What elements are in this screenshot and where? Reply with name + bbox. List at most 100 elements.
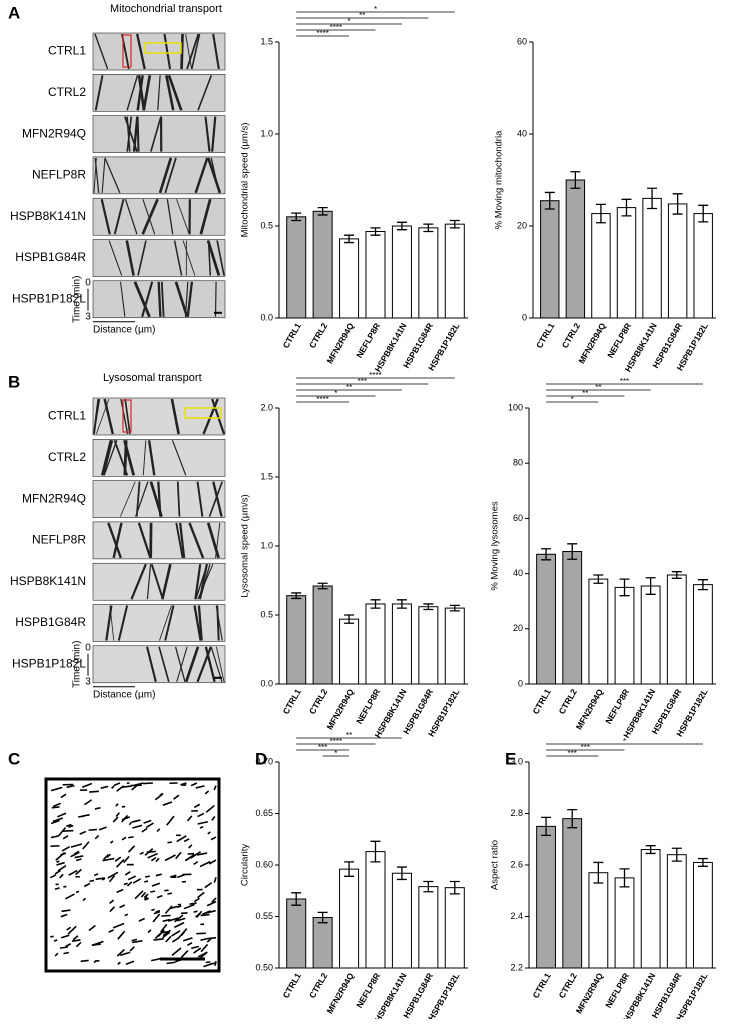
mito-segment: [206, 938, 216, 939]
bar: [340, 619, 359, 684]
significance-label: ****: [369, 371, 381, 380]
mito-segment: [57, 861, 60, 862]
mito-segment: [128, 837, 133, 838]
y-tick-label: 2.2: [510, 962, 523, 972]
bar: [537, 826, 556, 968]
bar: [287, 217, 306, 318]
bar: [589, 873, 608, 968]
time-end: 3: [85, 311, 91, 322]
x-tick-label: MFN2R94Q: [574, 687, 606, 732]
kymo-row-label: MFN2R94Q: [22, 491, 86, 505]
kymo-track: [216, 282, 217, 317]
significance-label: *: [334, 749, 337, 758]
kymo-row-label: CTRL2: [48, 450, 86, 464]
y-tick-label: 2.0: [260, 402, 273, 412]
kymo-row-label: HSPB1G84R: [15, 615, 86, 629]
y-tick-label: 0: [518, 678, 523, 688]
mito-segment: [63, 952, 68, 953]
mito-segment: [63, 831, 74, 832]
y-axis-label: Aspect ratio: [490, 840, 501, 890]
y-axis-label: % Moving mitochondria: [494, 130, 505, 229]
bar: [668, 204, 686, 318]
significance-label: *: [334, 389, 337, 398]
y-tick-label: 20: [513, 623, 523, 633]
mito-segment: [194, 911, 198, 912]
significance-label: **: [582, 389, 588, 398]
mito-segment: [167, 893, 171, 894]
significance-label: ****: [330, 23, 342, 32]
bar: [566, 180, 584, 318]
mito-segment: [211, 963, 216, 964]
x-tick-label: MFN2R94Q: [324, 687, 356, 732]
y-tick-label: 0.50: [255, 962, 273, 972]
bar: [313, 211, 332, 318]
bar: [445, 888, 464, 968]
kymograph: [93, 439, 225, 476]
y-tick-label: 0.0: [260, 312, 273, 322]
y-axis-label: Circularity: [240, 844, 251, 886]
bar: [694, 862, 713, 968]
x-tick-label: NEFLP8R: [354, 321, 382, 360]
mito-segment: [145, 876, 150, 877]
kymo-row-label: NEFLP8R: [32, 168, 86, 182]
y-tick-label: 0.60: [255, 859, 273, 869]
kymo-row-label: CTRL1: [48, 409, 86, 423]
significance-label: *: [374, 5, 377, 14]
bar: [445, 608, 464, 684]
x-tick-label: CTRL2: [307, 321, 329, 350]
time-label: Time (min): [72, 276, 83, 323]
bar: [563, 552, 582, 684]
bar: [589, 579, 608, 684]
mito-segment: [52, 807, 60, 808]
y-tick-label: 1.0: [260, 540, 273, 550]
y-axis-label: Mitochondrial speed (µm/s): [240, 123, 251, 238]
x-tick-label: CTRL2: [560, 321, 582, 350]
x-tick-label: NEFLP8R: [603, 971, 631, 1010]
kymograph: [93, 605, 225, 642]
mito-segment: [144, 881, 148, 882]
bar: [419, 228, 438, 318]
bar: [340, 869, 359, 968]
mito-segment: [89, 830, 97, 831]
bar: [366, 852, 385, 968]
kymo-row-label: NEFLP8R: [32, 533, 86, 547]
significance-label: **: [346, 731, 352, 740]
y-axis-label: % Moving lysosomes: [490, 501, 501, 590]
x-tick-label: CTRL2: [307, 687, 329, 716]
y-tick-label: 100: [508, 402, 523, 412]
bar: [694, 585, 713, 684]
distance-label: Distance (µm): [93, 689, 155, 700]
significance-label: ***: [581, 743, 590, 752]
y-tick-label: 0.55: [255, 911, 273, 921]
bar: [667, 575, 686, 684]
bar: [615, 878, 634, 968]
kymo-row-label: HSPB8K141N: [10, 209, 86, 223]
x-tick-label: CTRL1: [530, 971, 552, 1000]
bar: [392, 873, 411, 968]
x-tick-label: CTRL1: [281, 321, 303, 350]
significance-label: ***: [318, 743, 327, 752]
distance-label: Distance (µm): [93, 324, 155, 335]
bar: [615, 587, 634, 684]
kymo-row-label: HSPB8K141N: [10, 574, 86, 588]
bar: [537, 554, 556, 684]
kymo-row-label: CTRL2: [48, 85, 86, 99]
panel-letter: A: [8, 3, 20, 22]
mito-segment: [83, 815, 90, 816]
bar: [617, 208, 635, 318]
x-tick-label: CTRL2: [557, 971, 579, 1000]
mito-segment: [188, 854, 194, 855]
x-tick-label: NEFLP8R: [354, 971, 382, 1010]
x-tick-label: MFN2R94Q: [324, 971, 356, 1016]
kymograph: [93, 240, 225, 277]
bar: [287, 899, 306, 968]
significance-label: *: [348, 17, 351, 26]
y-tick-label: 0.5: [260, 609, 273, 619]
y-tick-label: 1.0: [260, 128, 273, 138]
significance-label: ****: [316, 395, 328, 404]
significance-label: ***: [620, 377, 629, 386]
significance-label: **: [595, 383, 601, 392]
kymograph: [93, 522, 225, 559]
x-tick-label: CTRL1: [534, 321, 556, 350]
